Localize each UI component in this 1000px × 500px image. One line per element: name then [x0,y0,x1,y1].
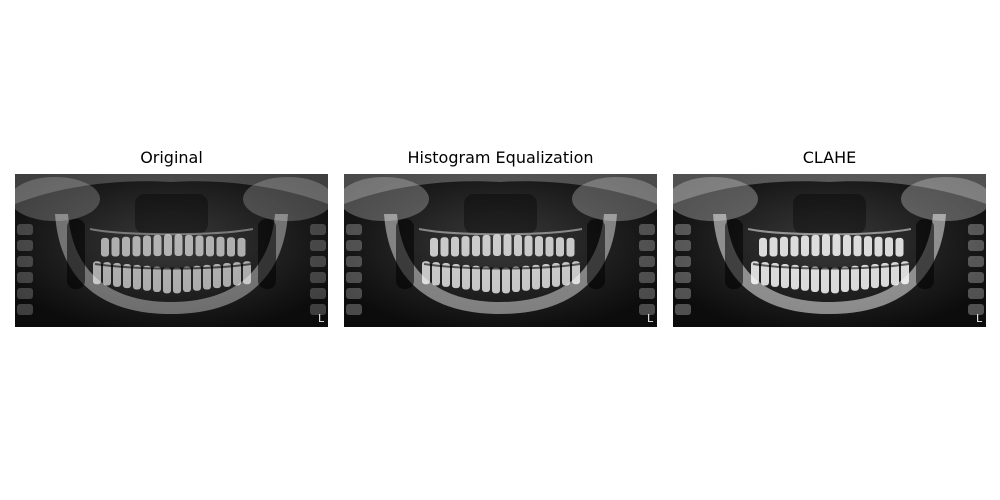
panel-title: Original [140,148,203,167]
side-marker: L [976,312,983,325]
xray-image: L [15,174,328,327]
side-marker: L [318,312,325,325]
side-marker: L [647,312,654,325]
xray-image: L [344,174,657,327]
xray-image: L [673,174,986,327]
xray-drawing: L [673,174,986,327]
panel-clahe: CLAHE L [673,0,986,500]
panel-original: Original L [15,0,328,500]
xray-drawing: L [344,174,657,327]
panel-title: Histogram Equalization [407,148,594,167]
panel-histogram-equalization: Histogram Equalization L [344,0,657,500]
xray-drawing: L [15,174,328,327]
panel-title: CLAHE [802,148,857,167]
